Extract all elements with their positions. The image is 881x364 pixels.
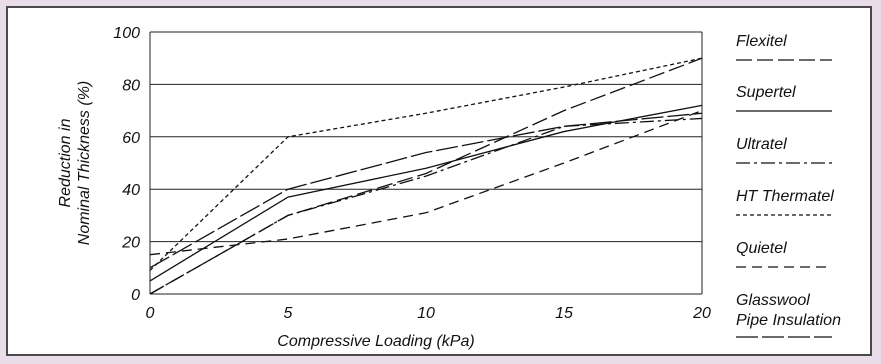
legend-label-2: Ultratel	[736, 136, 787, 153]
y-axis-title-line: Reduction in	[57, 118, 74, 207]
legend-label-4: Quietel	[736, 240, 787, 257]
series-line-2	[149, 117, 703, 295]
x-tick-label-15: 15	[555, 305, 573, 322]
x-tick-label-20: 20	[692, 305, 711, 322]
x-tick-label-5: 5	[284, 305, 293, 322]
y-axis-title: Reduction in Nominal Thickness (%)	[57, 81, 93, 245]
y-tick-label-40: 40	[122, 182, 140, 199]
y-tick-label-60: 60	[122, 130, 140, 147]
legend-label-5: Glasswool	[736, 292, 810, 309]
legend-label-3: HT Thermatel	[736, 188, 834, 205]
line-chart: 0 20 40 60 80 100 0 5 10 15 20 Compressive Loading …	[57, 25, 841, 350]
y-axis-title-line: Nominal Thickness (%)	[76, 81, 93, 245]
series-line-1	[149, 104, 703, 282]
chart-frame: 0 20 40 60 80 100 0 5 10 15 20 Compressive Loading …	[6, 6, 872, 356]
series-line-3	[149, 57, 703, 271]
legend-label-0: Flexitel	[736, 33, 787, 50]
series-line-5	[149, 112, 703, 269]
y-tick-label-0: 0	[131, 287, 140, 304]
y-tick-label-80: 80	[122, 77, 140, 94]
x-tick-label-10: 10	[417, 305, 435, 322]
series-line-4	[149, 109, 703, 256]
y-tick-label-20: 20	[121, 235, 140, 252]
legend-label-5: Pipe Insulation	[736, 312, 841, 329]
x-axis-title: Compressive Loading (kPa)	[277, 333, 474, 350]
y-tick-label-100: 100	[113, 25, 140, 42]
legend-label-1: Supertel	[736, 84, 796, 101]
x-tick-label-0: 0	[146, 305, 155, 322]
